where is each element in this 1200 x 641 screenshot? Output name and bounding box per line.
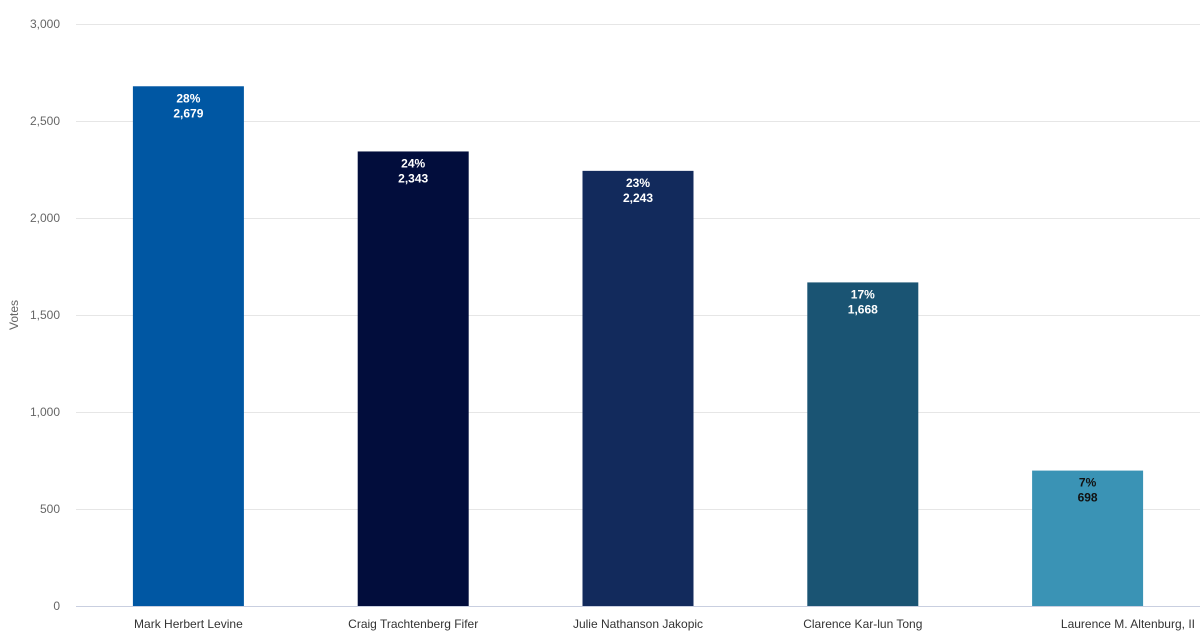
x-category-label: Clarence Kar-lun Tong [803, 617, 922, 631]
y-tick-label: 3,000 [30, 17, 60, 31]
x-category-label: Julie Nathanson Jakopic [573, 617, 703, 631]
bar-percent-label: 28% [176, 91, 200, 105]
bars [132, 86, 1144, 607]
bar [582, 170, 694, 606]
x-category-label: Mark Herbert Levine [134, 617, 243, 631]
bar-percent-label: 23% [626, 176, 650, 190]
bar-percent-label: 7% [1079, 476, 1097, 490]
y-axis-ticks: 0 500 1,000 1,500 2,000 2,500 3,000 [30, 17, 60, 613]
y-tick-label: 2,000 [30, 211, 60, 225]
x-axis-labels: Mark Herbert Levine Craig Trachtenberg Fi… [134, 617, 1195, 631]
y-tick-label: 500 [40, 502, 60, 516]
y-tick-label: 1,000 [30, 405, 60, 419]
y-tick-label: 2,500 [30, 114, 60, 128]
bar-percent-label: 17% [851, 287, 875, 301]
bar [357, 151, 469, 606]
bar-labels: 28%2,679 24%2,343 23%2,243 17%1,668 7%698 [173, 91, 1098, 504]
bar [132, 86, 244, 607]
y-tick-label: 0 [53, 599, 60, 613]
bar-value-label: 698 [1078, 491, 1098, 505]
bar-value-label: 2,243 [623, 191, 653, 205]
y-axis-title: Votes [7, 300, 21, 330]
bar [1032, 470, 1144, 606]
bar-value-label: 1,668 [848, 302, 878, 316]
bar-value-label: 2,343 [398, 171, 428, 185]
bar-value-label: 2,679 [173, 106, 203, 120]
y-tick-label: 1,500 [30, 308, 60, 322]
x-category-label: Laurence M. Altenburg, II [1061, 617, 1195, 631]
bar [807, 282, 919, 606]
bar-percent-label: 24% [401, 156, 425, 170]
x-category-label: Craig Trachtenberg Fifer [348, 617, 478, 631]
